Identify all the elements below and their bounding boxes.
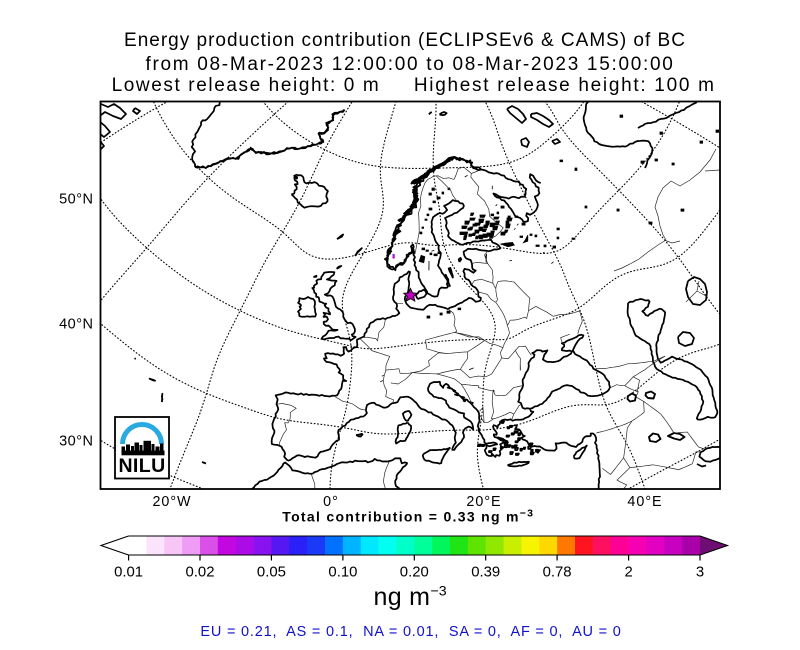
svg-text:0°: 0° bbox=[323, 494, 339, 510]
svg-text:30°N: 30°N bbox=[59, 434, 93, 450]
svg-text:−3: −3 bbox=[431, 584, 447, 600]
svg-text:Total contribution = 0.33 ng m: Total contribution = 0.33 ng m−3 bbox=[282, 507, 534, 524]
svg-text:0.10: 0.10 bbox=[328, 564, 357, 580]
svg-text:40°N: 40°N bbox=[59, 317, 93, 333]
svg-text:0.39: 0.39 bbox=[471, 564, 500, 580]
svg-text:0.78: 0.78 bbox=[543, 564, 572, 580]
svg-text:20°E: 20°E bbox=[466, 494, 501, 510]
svg-text:0.01: 0.01 bbox=[114, 564, 143, 580]
svg-text:0.20: 0.20 bbox=[400, 564, 429, 580]
svg-text:0.02: 0.02 bbox=[186, 564, 215, 580]
svg-text:2: 2 bbox=[624, 564, 632, 580]
svg-text:40°E: 40°E bbox=[627, 494, 662, 510]
svg-text:50°N: 50°N bbox=[59, 192, 93, 208]
svg-text:3: 3 bbox=[696, 564, 704, 580]
svg-text:NILU: NILU bbox=[118, 455, 165, 477]
svg-text:0.05: 0.05 bbox=[257, 564, 286, 580]
svg-text:ng m: ng m bbox=[374, 583, 431, 611]
svg-text:20°W: 20°W bbox=[152, 494, 191, 510]
